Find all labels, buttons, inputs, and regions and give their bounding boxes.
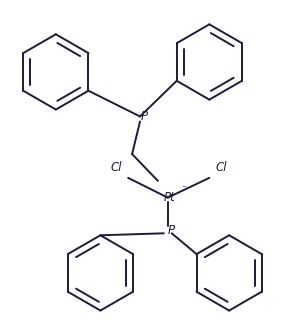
Text: P: P bbox=[140, 110, 148, 123]
Text: P: P bbox=[168, 224, 175, 237]
Text: Cl: Cl bbox=[216, 161, 227, 174]
Text: Pt: Pt bbox=[164, 191, 176, 204]
Text: ⁻: ⁻ bbox=[181, 185, 186, 195]
Text: Cl: Cl bbox=[110, 161, 122, 174]
